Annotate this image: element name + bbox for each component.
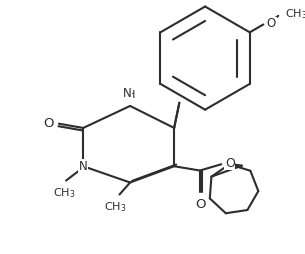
Text: N: N [79,160,88,173]
Text: O: O [267,17,276,30]
Text: O: O [195,198,206,211]
Text: CH$_3$: CH$_3$ [53,186,76,200]
Text: CH$_3$: CH$_3$ [285,8,305,21]
Text: H: H [127,90,135,100]
Text: O: O [43,117,54,130]
Text: N: N [123,87,131,100]
Text: O: O [225,157,235,170]
Text: CH$_3$: CH$_3$ [104,200,126,214]
